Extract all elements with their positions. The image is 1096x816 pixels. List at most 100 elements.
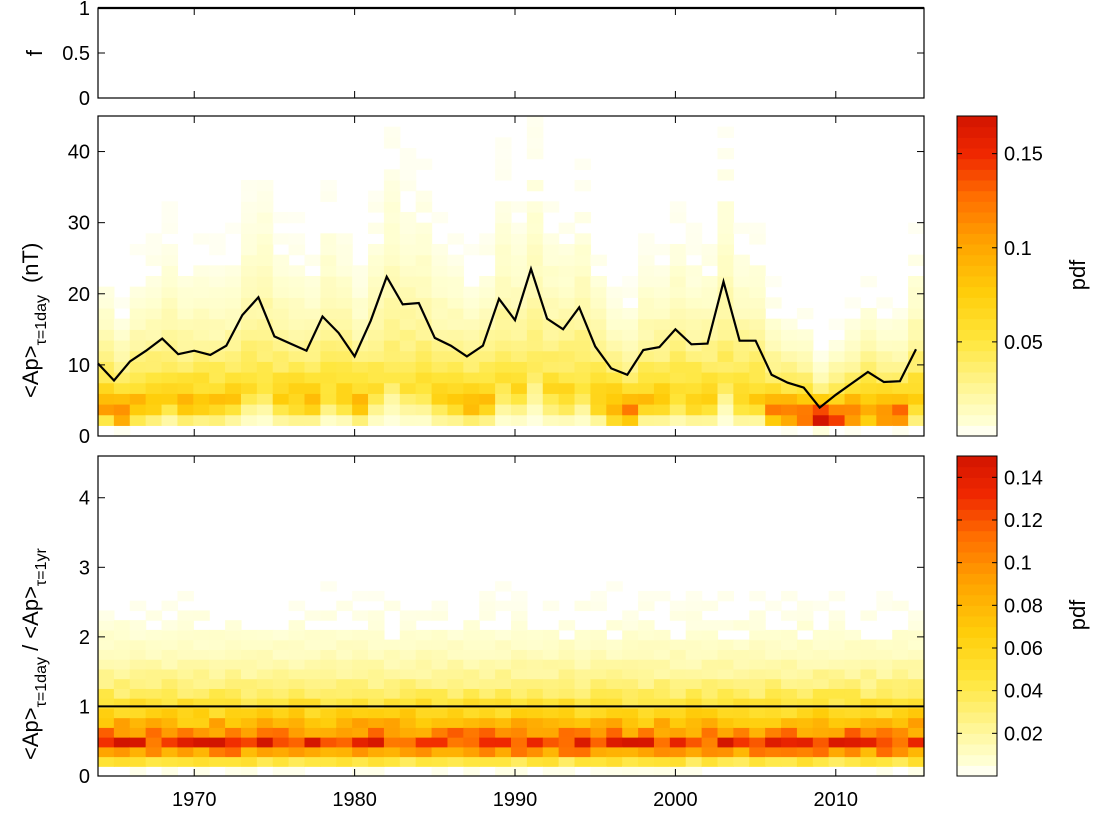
heatmap-cell — [193, 756, 210, 767]
heatmap-cell — [733, 350, 750, 362]
heatmap-cell — [479, 276, 496, 288]
heatmap-cell — [844, 340, 862, 352]
heatmap-cell — [113, 329, 131, 341]
heatmap-cell — [542, 318, 560, 330]
heatmap-cell — [796, 610, 814, 621]
heatmap-cell — [653, 659, 671, 670]
heatmap-cell — [225, 393, 242, 405]
heatmap-cell — [495, 286, 512, 298]
heatmap-cell — [177, 746, 194, 758]
colorbar-band — [957, 680, 997, 692]
heatmap-cell — [638, 668, 655, 680]
heatmap-cell — [749, 286, 766, 298]
heatmap-cell — [622, 276, 639, 288]
heatmap-cell — [558, 414, 576, 426]
heatmap-cell — [383, 126, 401, 138]
heatmap-cell — [447, 372, 464, 384]
heatmap-cell — [240, 233, 258, 245]
heatmap-cell — [606, 361, 623, 373]
heatmap-cell — [320, 688, 337, 699]
heatmap-cell — [368, 727, 385, 738]
heatmap-cell — [908, 717, 925, 728]
heatmap-cell — [685, 590, 703, 602]
heatmap-cell — [240, 318, 258, 330]
heatmap-cell — [431, 372, 449, 384]
heatmap-cell — [256, 717, 274, 728]
heatmap-cell — [161, 254, 179, 266]
heatmap-cell — [653, 414, 671, 426]
heatmap-cell — [574, 212, 592, 224]
heatmap-cell — [479, 717, 496, 728]
colorbar-band — [957, 382, 997, 394]
heatmap-cell — [431, 698, 449, 709]
heatmap-cell — [828, 610, 846, 621]
heatmap-cell — [447, 668, 464, 680]
heatmap-cell — [352, 308, 369, 320]
heatmap-cell — [336, 737, 353, 748]
heatmap-cell — [399, 393, 417, 405]
heatmap-cell — [399, 318, 417, 330]
heatmap-cell — [908, 372, 925, 384]
heatmap-cell — [368, 222, 385, 234]
heatmap-cell — [685, 707, 703, 719]
heatmap-cell — [590, 600, 607, 612]
heatmap-cell — [399, 737, 417, 748]
heatmap-cell — [320, 190, 337, 202]
heatmap-cell — [256, 361, 274, 373]
heatmap-cell — [177, 707, 194, 719]
heatmap-cell — [908, 668, 925, 680]
heatmap-cell — [653, 756, 671, 767]
heatmap-cell — [638, 639, 655, 650]
heatmap-cell — [781, 425, 798, 437]
heatmap-cell — [526, 717, 544, 728]
heatmap-cell — [653, 329, 671, 341]
heatmap-cell — [495, 746, 512, 758]
heatmap-cell — [161, 746, 179, 758]
heatmap-cell — [892, 425, 909, 437]
heatmap-cell — [701, 297, 719, 309]
heatmap-cell — [669, 639, 687, 650]
heatmap-cell — [399, 169, 417, 181]
heatmap-cell — [272, 727, 290, 738]
heatmap-cell — [558, 350, 576, 362]
heatmap-cell — [256, 668, 274, 680]
heatmap-cell — [638, 678, 655, 689]
heatmap-cell — [288, 639, 306, 650]
heatmap-cell — [447, 233, 464, 245]
heatmap-cell — [98, 668, 115, 680]
heatmap-cell — [209, 404, 226, 416]
heatmap-cell — [98, 393, 115, 405]
bottom-heatmap — [98, 581, 925, 777]
heatmap-cell — [542, 233, 560, 245]
heatmap-cell — [796, 678, 814, 689]
heatmap-cell — [177, 590, 194, 602]
heatmap-cell — [558, 698, 576, 709]
heatmap-cell — [638, 286, 655, 298]
heatmap-cell — [352, 688, 369, 699]
heatmap-cell — [415, 382, 433, 394]
heatmap-cell — [161, 276, 179, 288]
heatmap-cell — [336, 340, 353, 352]
heatmap-cell — [495, 707, 512, 719]
heatmap-cell — [320, 746, 337, 758]
heatmap-cell — [336, 233, 353, 245]
heatmap-cell — [638, 746, 655, 758]
heatmap-cell — [288, 766, 306, 777]
heatmap-cell — [272, 659, 290, 670]
heatmap-cell — [161, 698, 179, 709]
heatmap-cell — [653, 717, 671, 728]
heatmap-cell — [495, 308, 512, 320]
heatmap-cell — [574, 639, 592, 650]
colorbar-band — [957, 158, 997, 170]
heatmap-cell — [431, 678, 449, 689]
heatmap-cell — [844, 361, 862, 373]
heatmap-cell — [415, 688, 433, 699]
heatmap-cell — [685, 756, 703, 767]
heatmap-cell — [352, 361, 369, 373]
heatmap-cell — [796, 340, 814, 352]
heatmap-cell — [495, 276, 512, 288]
heatmap-cell — [717, 126, 734, 138]
heatmap-cell — [177, 340, 194, 352]
y-tick-label: 4 — [79, 488, 90, 510]
